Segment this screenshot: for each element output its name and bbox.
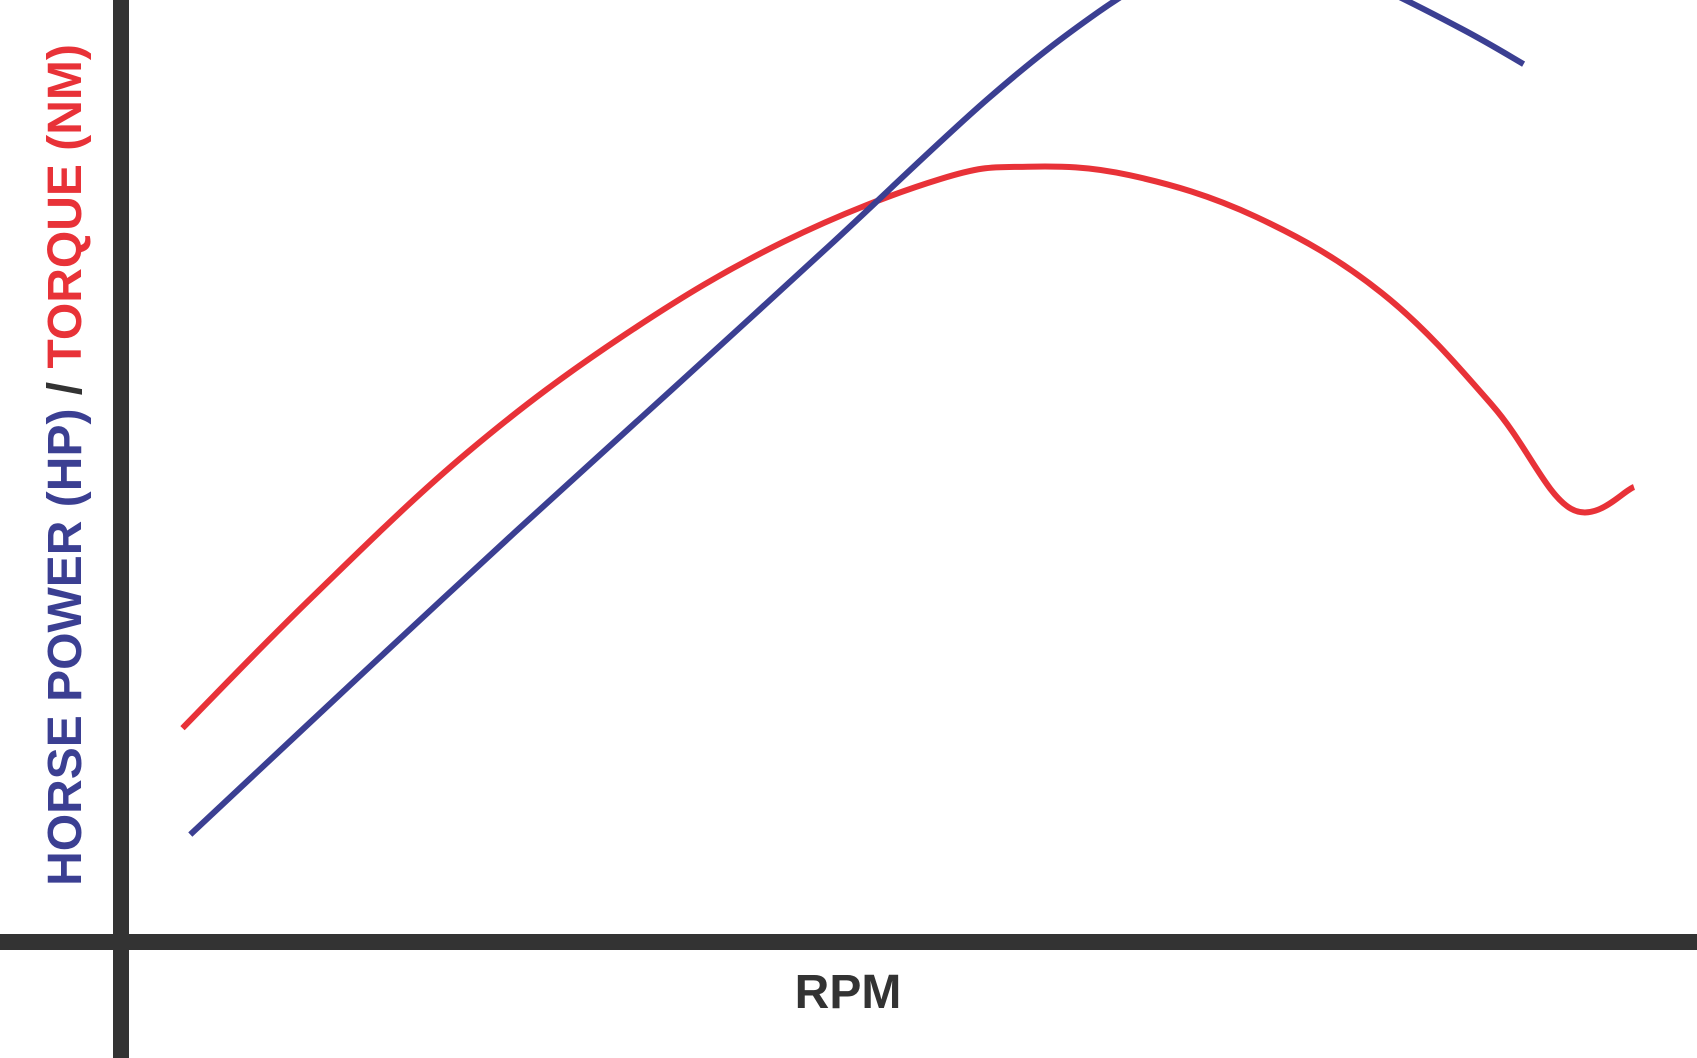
y-label-separator: / — [39, 369, 92, 409]
y-label-hp: HORSE POWER (HP) — [39, 409, 92, 886]
series-layer — [180, 0, 1636, 837]
torque-curve — [180, 163, 1636, 731]
y-label-torque: TORQUE (NM) — [39, 44, 92, 368]
y-axis-label: HORSE POWER (HP) / TORQUE (NM) — [39, 44, 92, 886]
x-axis-label: RPM — [795, 966, 902, 1019]
horsepower-curve — [188, 0, 1526, 837]
